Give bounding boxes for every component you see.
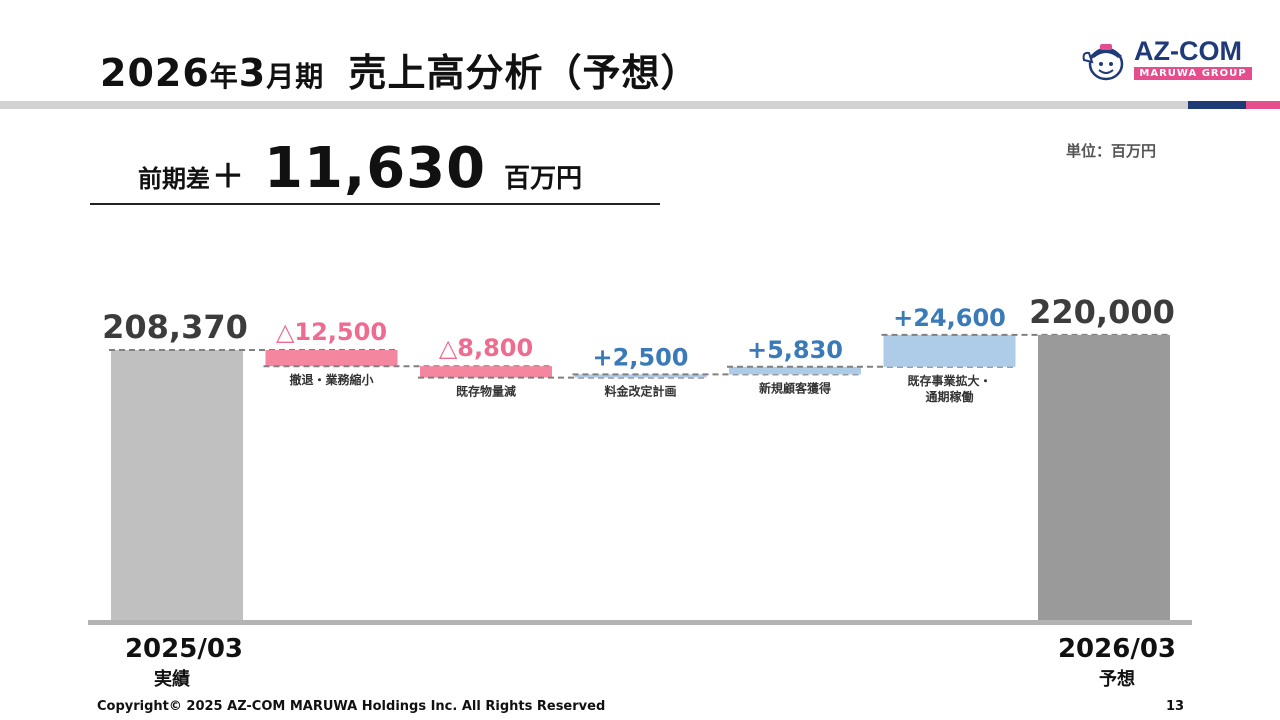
data-label-1: △12,500 (276, 318, 387, 346)
bar-3 (574, 374, 707, 378)
bar-4 (729, 366, 861, 375)
title-main: 売上高分析（予想） (348, 51, 700, 95)
mascot-icon (1082, 44, 1124, 81)
data-label-0: 208,370 (102, 308, 248, 346)
axis-label-0: 2025/03 (125, 634, 243, 664)
company-logo: AZ-COM MARUWA GROUP (1082, 36, 1254, 86)
bar-1 (265, 350, 398, 367)
category-label-2: 既存物量減 (456, 384, 516, 399)
title-nen: 年 (209, 60, 239, 93)
data-label-6: 220,000 (1029, 293, 1175, 331)
difference-summary: 前期差＋ 11,630 百万円 (138, 136, 582, 201)
bar-0 (111, 350, 243, 620)
bar-5 (883, 334, 1016, 367)
header-rule (0, 101, 1188, 109)
x-axis-baseline (88, 620, 1192, 625)
logo-name: AZ-COM (1134, 36, 1242, 66)
logo-group: MARUWA GROUP (1134, 67, 1252, 80)
title-ki: 月期 (266, 60, 325, 93)
data-label-5: +24,600 (893, 304, 1006, 332)
axis-label-6: 2026/03 (1058, 634, 1176, 664)
axis-sublabel-6: 予想 (1099, 668, 1135, 690)
title-year: 2026 (100, 51, 210, 95)
difference-underline (90, 203, 660, 205)
page-title: 2026年3月期 売上高分析（予想） (100, 42, 700, 97)
header-rule-navy (1188, 101, 1246, 109)
difference-suffix: 百万円 (504, 164, 583, 194)
unit-label: 単位：百万円 (1066, 142, 1157, 160)
copyright: Copyright© 2025 AZ-COM MARUWA Holdings I… (97, 699, 606, 714)
data-label-4: +5,830 (747, 336, 843, 364)
title-month: 3 (238, 51, 267, 95)
bar-2 (420, 366, 552, 378)
difference-value: 11,630 (264, 136, 487, 201)
category-label-1: 撤退・業務縮小 (289, 372, 373, 387)
difference-sign: ＋ (212, 157, 245, 195)
difference-prefix: 前期差 (138, 165, 210, 193)
data-label-2: △8,800 (439, 334, 533, 362)
category-label-5-1: 通期稼働 (925, 389, 973, 404)
axis-sublabel-0: 実績 (154, 668, 190, 690)
category-label-4: 新規顧客獲得 (759, 380, 831, 395)
data-label-3: +2,500 (592, 343, 688, 371)
category-label-3: 料金改定計画 (604, 384, 676, 399)
bar-6 (1038, 334, 1170, 620)
page-number: 13 (1166, 699, 1185, 714)
header-rule-pink (1246, 101, 1280, 109)
category-label-5: 既存事業拡大・ (907, 373, 991, 388)
